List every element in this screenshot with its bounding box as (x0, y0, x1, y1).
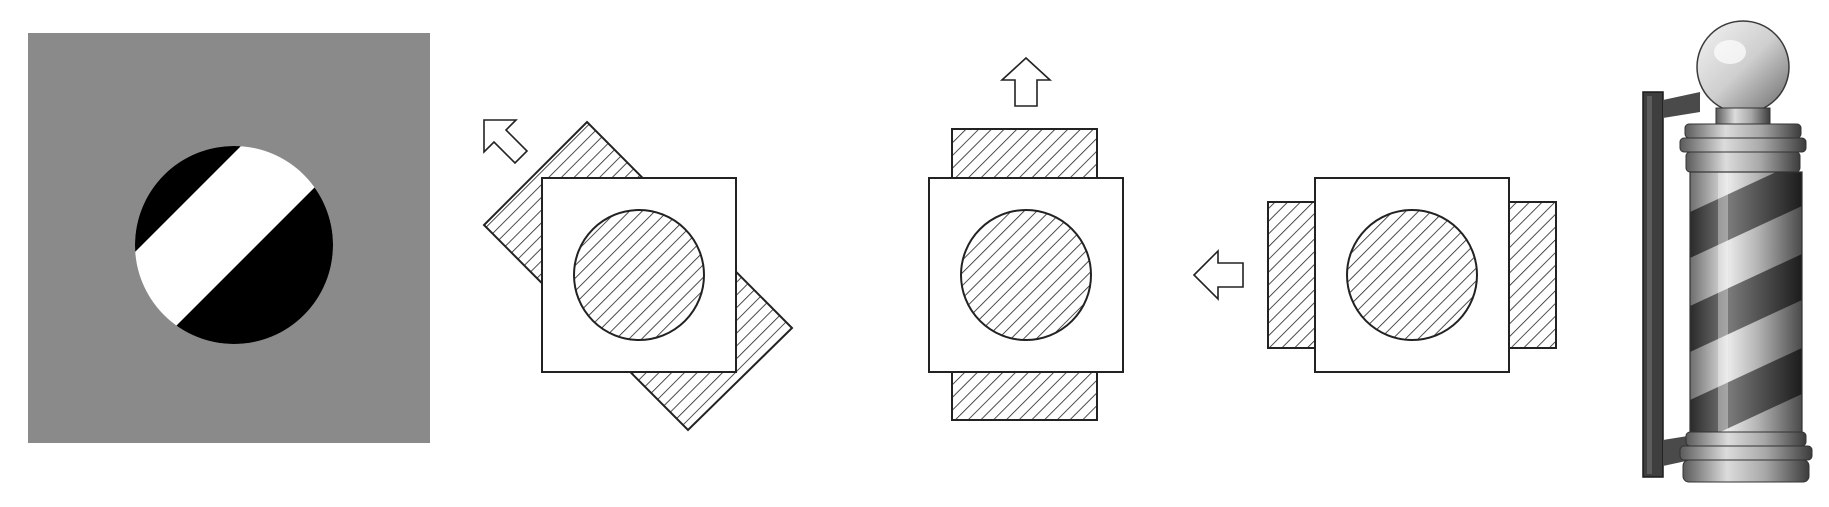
vertical-aperture-circle (960, 209, 1092, 341)
barber-pole-panel (1642, 20, 1813, 483)
horizontal-aperture-circle (1346, 209, 1478, 341)
diagonal-motion-panel (482, 119, 794, 432)
bottom-cap-ring-1 (1685, 431, 1807, 447)
vertical-motion-panel (928, 56, 1124, 421)
top-bracket (1663, 92, 1700, 118)
striped-disc (135, 146, 333, 344)
diagonal-aperture-circle (573, 209, 705, 341)
right-occluder-block (1505, 201, 1557, 349)
top-cap-ring-2 (1679, 137, 1807, 153)
arrow-left-icon (1192, 249, 1244, 301)
bottom-occluder-block (951, 369, 1098, 421)
left-occluder-block (1267, 201, 1319, 349)
striped-cylinder (1690, 172, 1802, 434)
bottom-cap-base (1682, 459, 1810, 483)
stimulus-panel (28, 33, 430, 443)
pole-top-ball (1696, 20, 1790, 114)
top-cap-neck (1715, 107, 1771, 125)
horizontal-motion-panel (1192, 177, 1557, 373)
bottom-cap-ring-2 (1679, 445, 1813, 461)
top-cap-ring-1 (1684, 123, 1802, 139)
top-cap-ring-3 (1685, 151, 1801, 173)
arrow-up-left-icon (483, 119, 529, 165)
top-occluder-block (951, 128, 1098, 182)
wall-mount-plank (1642, 91, 1664, 478)
arrow-up-icon (999, 56, 1053, 107)
